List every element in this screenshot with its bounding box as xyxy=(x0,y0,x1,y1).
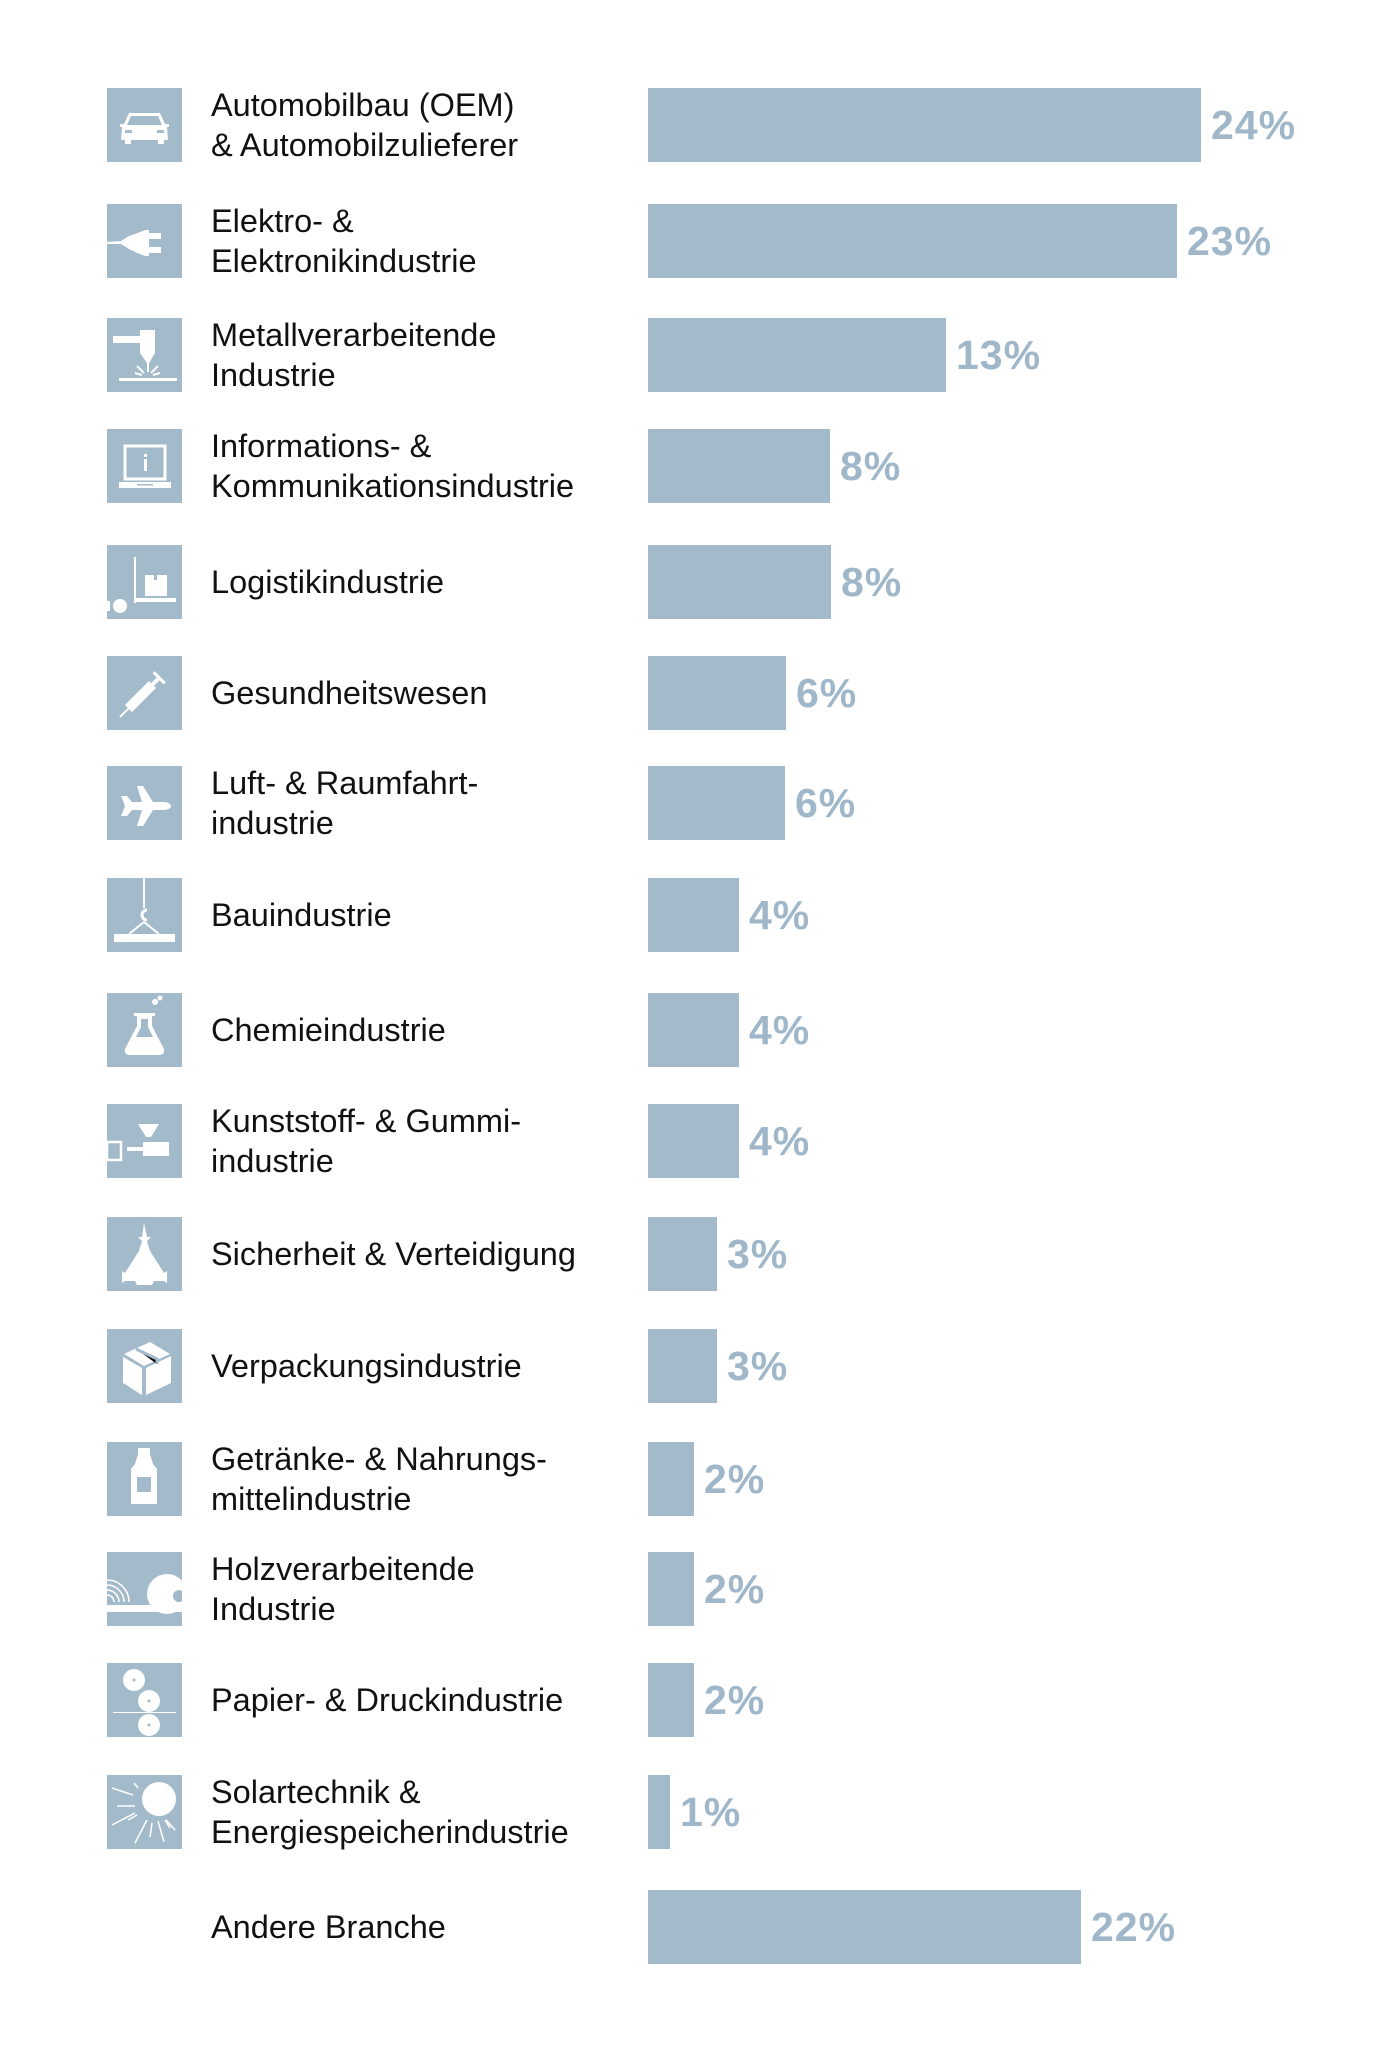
bar-row: Holzverarbeitende Industrie 2% xyxy=(0,1551,1387,1627)
category-label: Sicherheit & Verteidigung xyxy=(211,1236,576,1272)
bar xyxy=(648,545,831,619)
bar-row: Sicherheit & Verteidigung 3% xyxy=(0,1217,1387,1291)
value-label: 4% xyxy=(749,892,811,938)
bar xyxy=(648,318,946,392)
bar-row: Chemieindustrie 4% xyxy=(0,993,1387,1067)
bar xyxy=(648,1663,694,1737)
bar-row: Informations- & Kommunikationsindustrie 8… xyxy=(0,428,1387,504)
category-label: Andere Branche xyxy=(211,1909,446,1945)
bar-row: Gesundheitswesen 6% xyxy=(0,656,1387,730)
category-label: Informations- & Kommunikationsindustrie xyxy=(211,428,575,504)
fighter-jet-icon xyxy=(107,1217,182,1291)
bar xyxy=(648,204,1177,278)
bar-row: Kunststoff- & Gummi- industrie 4% xyxy=(0,1103,1387,1179)
bar-row: Automobilbau (OEM) & Automobilzulieferer… xyxy=(0,87,1387,163)
flask-icon xyxy=(107,993,182,1067)
bar xyxy=(648,88,1201,162)
bar-row: Logistikindustrie 8% xyxy=(0,545,1387,619)
bar-row: Verpackungsindustrie 3% xyxy=(0,1329,1387,1403)
crane-hook-icon xyxy=(107,878,182,952)
bar-row: Luft- & Raumfahrt- industrie 6% xyxy=(0,765,1387,841)
bar xyxy=(648,1890,1081,1964)
laptop-info-icon xyxy=(107,429,182,503)
bar xyxy=(648,1552,694,1626)
bar-row: Metallverarbeitende Industrie 13% xyxy=(0,317,1387,393)
category-label: Kunststoff- & Gummi- industrie xyxy=(211,1103,522,1179)
category-label: Metallverarbeitende Industrie xyxy=(211,317,497,393)
value-label: 4% xyxy=(749,1118,811,1164)
value-label: 4% xyxy=(749,1007,811,1053)
value-label: 24% xyxy=(1211,102,1297,148)
category-label: Elektro- & Elektronikindustrie xyxy=(211,203,477,279)
bar xyxy=(648,766,785,840)
syringe-icon xyxy=(107,656,182,730)
bar-row: Elektro- & Elektronikindustrie 23% xyxy=(0,203,1387,279)
bar xyxy=(648,1775,670,1849)
value-label: 3% xyxy=(727,1343,789,1389)
category-label: Solartechnik & Energiespeicherindustrie xyxy=(211,1774,569,1850)
bar-row: Solartechnik & Energiespeicherindustrie 1… xyxy=(0,1774,1387,1850)
bar-row: Andere Branche 22% xyxy=(0,1890,1387,1964)
bar xyxy=(648,656,786,730)
plug-icon xyxy=(107,204,182,278)
bar-row: Papier- & Druckindustrie 2% xyxy=(0,1663,1387,1737)
bar xyxy=(648,1217,717,1291)
category-label: Getränke- & Nahrungs- mittelindustrie xyxy=(211,1441,547,1517)
bar xyxy=(648,1104,739,1178)
category-label: Papier- & Druckindustrie xyxy=(211,1682,564,1718)
value-label: 6% xyxy=(796,670,858,716)
bar-row: Getränke- & Nahrungs- mittelindustrie 2% xyxy=(0,1441,1387,1517)
bar xyxy=(648,993,739,1067)
category-label: Verpackungsindustrie xyxy=(211,1348,522,1384)
bar xyxy=(648,429,830,503)
paper-rollers-icon xyxy=(107,1663,182,1737)
forklift-box-icon xyxy=(107,545,182,619)
value-label: 6% xyxy=(795,780,857,826)
value-label: 1% xyxy=(680,1789,742,1835)
category-label: Holzverarbeitende Industrie xyxy=(211,1551,475,1627)
value-label: 2% xyxy=(704,1677,766,1723)
category-label: Gesundheitswesen xyxy=(211,675,488,711)
value-label: 22% xyxy=(1091,1904,1177,1950)
category-label: Bauindustrie xyxy=(211,897,392,933)
value-label: 2% xyxy=(704,1456,766,1502)
category-label: Luft- & Raumfahrt- industrie xyxy=(211,765,479,841)
value-label: 8% xyxy=(840,443,902,489)
bottle-icon xyxy=(107,1442,182,1516)
car-icon xyxy=(107,88,182,162)
bar xyxy=(648,1329,717,1403)
value-label: 8% xyxy=(841,559,903,605)
value-label: 3% xyxy=(727,1231,789,1277)
laser-cutter-icon xyxy=(107,318,182,392)
bar xyxy=(648,878,739,952)
box-icon xyxy=(107,1329,182,1403)
bar-row: Bauindustrie 4% xyxy=(0,878,1387,952)
airplane-icon xyxy=(107,766,182,840)
category-label: Automobilbau (OEM) & Automobilzulieferer xyxy=(211,87,519,163)
category-label: Logistikindustrie xyxy=(211,564,445,600)
bar xyxy=(648,1442,694,1516)
value-label: 23% xyxy=(1187,218,1273,264)
category-label: Chemieindustrie xyxy=(211,1012,446,1048)
injection-molding-icon xyxy=(107,1104,182,1178)
value-label: 13% xyxy=(956,332,1042,378)
sun-icon xyxy=(107,1775,182,1849)
saw-blade-icon xyxy=(107,1552,182,1626)
value-label: 2% xyxy=(704,1566,766,1612)
